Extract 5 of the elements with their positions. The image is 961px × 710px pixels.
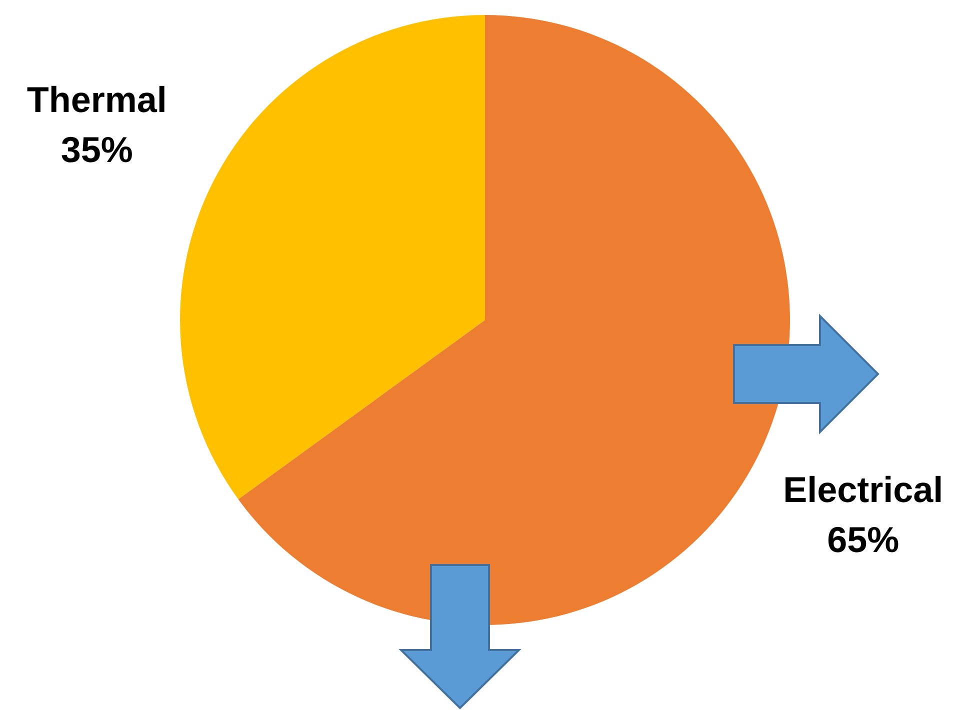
slice-label: Electrical [783, 469, 944, 510]
slice-label: Thermal [26, 78, 167, 120]
data-label: 65% [827, 519, 900, 560]
data-label: 35% [60, 128, 133, 170]
pie-slice [180, 15, 485, 500]
